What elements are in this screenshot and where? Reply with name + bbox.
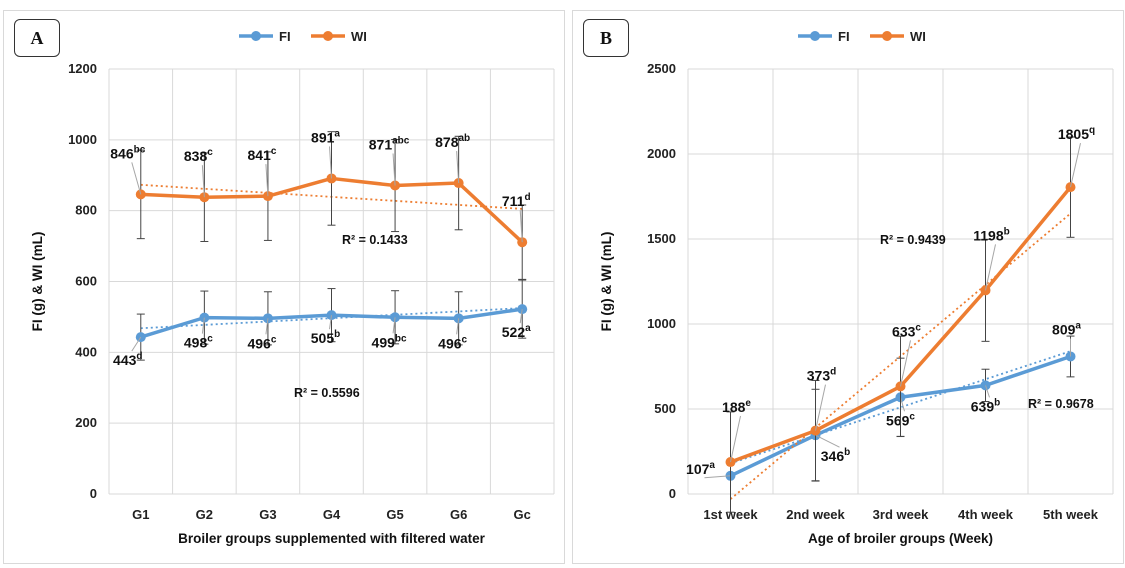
leader-line-fi (265, 318, 269, 335)
leader-line-fi (519, 309, 523, 324)
legend-label-wi: WI (351, 29, 367, 44)
y-tick-label: 1500 (647, 231, 676, 246)
leader-line-fi (329, 315, 332, 330)
y-tick-label: 0 (669, 486, 676, 501)
x-tick-label: 5th week (1043, 507, 1099, 522)
data-label-wi: 1805q (1058, 125, 1095, 142)
x-tick-label: 4th week (958, 507, 1014, 522)
chart-a-svg: 0 200 400 600 800 1000 1200 G1 G2 G3 G4 G5 G6 Gc Broil… (30, 29, 555, 546)
y-tick-label: 2500 (647, 61, 676, 76)
data-label-wi: 711d (502, 192, 531, 209)
r-squared-wi: R² = 0.1433 (342, 233, 408, 247)
data-label-wi: 878ab (435, 133, 470, 150)
legend-marker-fi (810, 31, 820, 41)
x-tick-label: 2nd week (786, 507, 845, 522)
legend-marker-wi (882, 31, 892, 41)
legend-marker-wi (323, 31, 333, 41)
data-label-wi: 188e (722, 398, 751, 415)
panel-label-a: A (14, 19, 60, 57)
chart-b-svg: 0 500 1000 1500 2000 2500 1st week 2nd week 3rd … (599, 29, 1114, 546)
data-label-fi: 496c (247, 334, 276, 351)
data-label-fi: 443d (113, 351, 142, 368)
data-label-wi: 373d (807, 367, 836, 384)
leader-line-wi (985, 244, 996, 291)
leader-line-fi (815, 434, 840, 448)
x-axis-title: Broiler groups supplemented with filtere… (178, 531, 486, 546)
data-label-wi: 891a (311, 128, 340, 145)
r-squared-fi: R² = 0.5596 (294, 386, 360, 400)
data-label-fi: 522a (502, 323, 531, 340)
data-label-fi: 809a (1052, 320, 1081, 337)
leader-line-fi (985, 385, 990, 398)
chart-panel-b: B 0 500 1000 1500 2000 2500 1st week 2nd week 3r… (572, 10, 1124, 564)
data-label-wi: 846bc (110, 144, 145, 161)
leader-line-wi (900, 340, 911, 387)
y-tick-label: 1000 (68, 132, 97, 147)
x-tick-label: G6 (450, 507, 467, 522)
x-tick-label: G1 (132, 507, 149, 522)
leader-line-fi (900, 397, 905, 412)
leader-line-wi (519, 210, 523, 243)
leader-line-wi (730, 415, 741, 463)
data-label-wi: 841c (247, 146, 276, 163)
x-tick-label: G5 (386, 507, 403, 522)
leader-line-wi (265, 164, 269, 197)
data-label-wi: 838c (184, 147, 213, 164)
leader-line-wi (1070, 143, 1081, 188)
data-label-fi: 499bc (372, 333, 407, 350)
y-tick-label: 800 (75, 203, 97, 218)
data-label-fi: 569c (886, 411, 915, 428)
r-squared-wi: R² = 0.9439 (880, 233, 946, 247)
panel-label-b: B (583, 19, 629, 57)
x-tick-label: 3rd week (873, 507, 929, 522)
data-label-wi: 871abc (369, 136, 410, 153)
leader-line-wi (456, 151, 460, 184)
y-tick-label: 500 (654, 401, 676, 416)
data-label-wi: 1198b (973, 226, 1009, 243)
leader-line-wi (329, 146, 332, 179)
chart-panel-a: A 0 200 400 600 800 1000 1200 G1 G2 G3 G4 G5 G6 Gc Bro… (3, 10, 565, 564)
y-tick-label: 0 (90, 486, 97, 501)
data-label-wi: 633c (892, 322, 921, 339)
leader-line-wi (815, 384, 826, 431)
data-label-fi: 496c (438, 334, 467, 351)
y-tick-label: 1200 (68, 61, 97, 76)
trendline-wi (729, 212, 1072, 500)
data-label-fi: 346b (821, 447, 850, 464)
x-axis-title: Age of broiler groups (Week) (808, 531, 993, 546)
data-label-fi: 639b (971, 397, 1000, 414)
leader-line-wi (201, 165, 205, 198)
x-tick-label: G4 (323, 507, 341, 522)
x-tick-label: 1st week (703, 507, 758, 522)
y-tick-label: 1000 (647, 316, 676, 331)
x-tick-label: G3 (259, 507, 276, 522)
x-tick-label: Gc (514, 507, 531, 522)
y-axis-title: FI (g) & WI (mL) (599, 232, 614, 332)
x-tick-label: G2 (196, 507, 213, 522)
y-tick-label: 2000 (647, 146, 676, 161)
data-label-fi: 505b (311, 329, 340, 346)
legend-label-wi: WI (910, 29, 926, 44)
leader-line-fi (704, 475, 731, 479)
y-tick-label: 400 (75, 344, 97, 359)
legend-marker-fi (251, 31, 261, 41)
legend: FI WI (798, 29, 926, 44)
y-tick-label: 200 (75, 415, 97, 430)
r-squared-fi: R² = 0.9678 (1028, 397, 1094, 411)
legend-label-fi: FI (279, 29, 291, 44)
data-label-fi: 107a (686, 460, 715, 477)
leader-line-wi (392, 153, 396, 186)
leader-line-fi (131, 336, 142, 352)
leader-line-wi (131, 162, 142, 195)
leader-line-fi (456, 318, 460, 335)
data-label-fi: 498c (184, 334, 213, 351)
legend-label-fi: FI (838, 29, 850, 44)
legend: FI WI (239, 29, 367, 44)
y-axis-title: FI (g) & WI (mL) (30, 232, 45, 332)
leader-line-fi (201, 317, 205, 334)
y-tick-label: 600 (75, 274, 97, 289)
leader-line-fi (392, 317, 396, 334)
